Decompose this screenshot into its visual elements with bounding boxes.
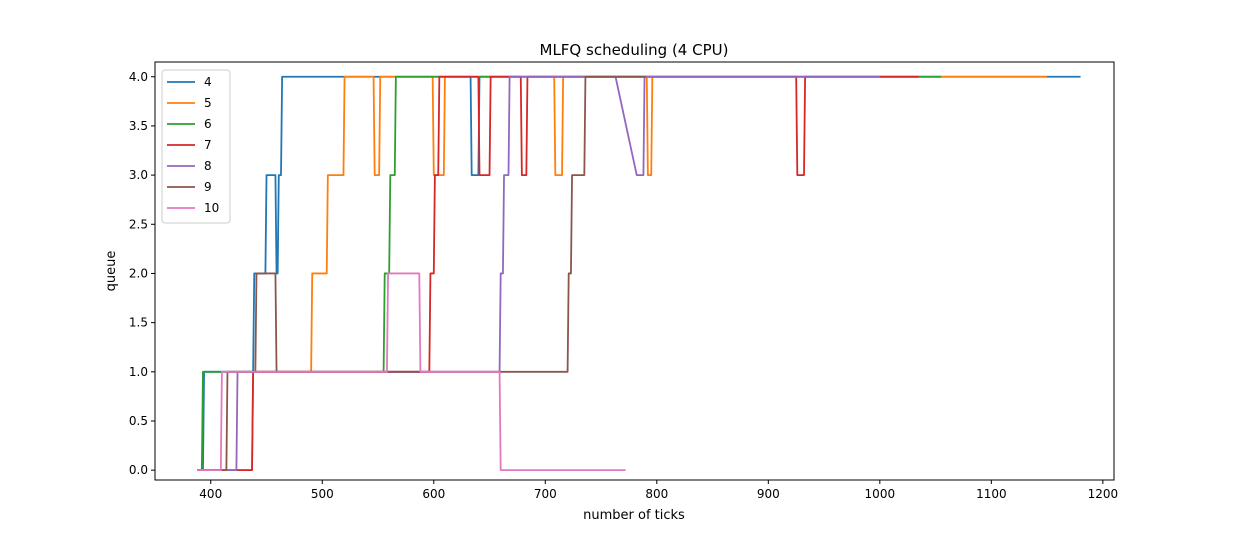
legend: 4 5 6 7 8 9 10: [161, 69, 231, 224]
series-line-5: [197, 75, 1048, 472]
legend-label-8: 8: [204, 159, 212, 173]
legend-label-4: 4: [204, 75, 212, 89]
x-axis-ticks: 400 500 600 700 800 900 1000 1100 1200: [199, 480, 1118, 501]
y-tick-label: 4.0: [129, 70, 148, 84]
series-line-7: [197, 75, 919, 472]
y-axis-title: queue: [104, 251, 119, 292]
x-tick-label: 600: [422, 487, 445, 501]
legend-label-7: 7: [204, 138, 212, 152]
x-tick-label: 1200: [1088, 487, 1119, 501]
series-line-4: [197, 75, 1081, 472]
chart-title: MLFQ scheduling (4 CPU): [540, 41, 729, 59]
y-tick-label: 0.0: [129, 463, 148, 477]
legend-label-9: 9: [204, 180, 212, 194]
x-tick-label: 1000: [865, 487, 896, 501]
y-tick-label: 0.5: [129, 414, 148, 428]
x-tick-label: 400: [199, 487, 222, 501]
legend-label-10: 10: [204, 201, 219, 215]
y-tick-label: 1.5: [129, 316, 148, 330]
x-axis-title: number of ticks: [583, 508, 685, 523]
series-line-6: [197, 75, 942, 472]
x-tick-label: 900: [757, 487, 780, 501]
x-tick-label: 500: [311, 487, 334, 501]
y-tick-label: 3.5: [129, 119, 148, 133]
y-tick-label: 2.0: [129, 266, 148, 280]
series-line-8: [197, 75, 880, 472]
y-axis-ticks: 0.0 0.5 1.0 1.5 2.0 2.5 3.0 3.5 4.0: [129, 70, 155, 477]
y-tick-label: 3.0: [129, 168, 148, 182]
x-tick-label: 700: [534, 487, 557, 501]
series-line-10: [197, 272, 626, 472]
legend-label-6: 6: [204, 117, 212, 131]
legend-box: [161, 69, 231, 224]
plot-area-frame: [154, 61, 1115, 481]
y-tick-label: 1.0: [129, 365, 148, 379]
x-tick-label: 1100: [976, 487, 1007, 501]
series-lines: [197, 75, 1081, 472]
legend-label-5: 5: [204, 96, 212, 110]
x-tick-label: 800: [645, 487, 668, 501]
y-tick-label: 2.5: [129, 217, 148, 231]
series-line-9: [197, 75, 646, 472]
